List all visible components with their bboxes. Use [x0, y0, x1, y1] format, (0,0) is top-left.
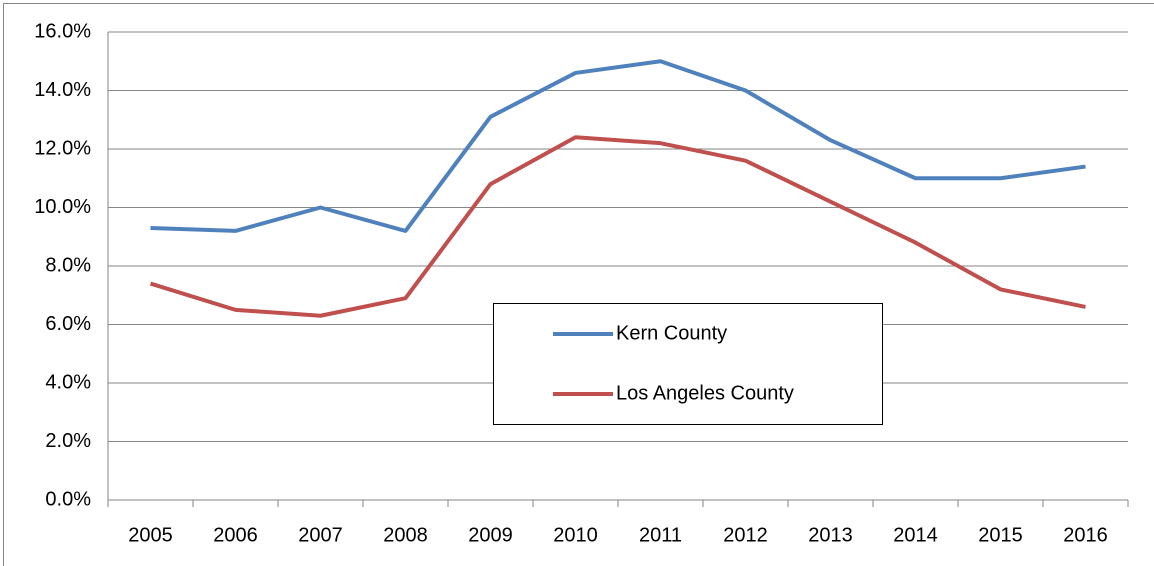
- series-line: [149, 135, 1086, 318]
- y-tick-label: 6.0%: [45, 313, 91, 335]
- x-tick-label: 2010: [553, 524, 598, 546]
- x-tick-label: 2012: [723, 524, 768, 546]
- legend-label: Los Angeles County: [616, 382, 794, 404]
- chart-frame: [3, 3, 1154, 566]
- x-tick-label: 2008: [383, 524, 428, 546]
- y-tick-label: 2.0%: [45, 430, 91, 452]
- x-tick-label: 2009: [468, 524, 513, 546]
- legend-box: [493, 303, 883, 425]
- series-line: [150, 59, 1086, 233]
- x-tick-label: 2007: [298, 524, 343, 546]
- y-tick-label: 12.0%: [34, 137, 91, 159]
- y-tick-label: 16.0%: [34, 20, 91, 42]
- x-tick-label: 2006: [213, 524, 258, 546]
- y-tick-label: 10.0%: [34, 196, 91, 218]
- x-tick-label: 2011: [639, 524, 682, 546]
- x-tick-label: 2016: [1063, 524, 1108, 546]
- x-tick-label: 2014: [893, 524, 938, 546]
- x-tick-label: 2005: [128, 524, 173, 546]
- y-tick-label: 0.0%: [45, 488, 91, 510]
- legend-label: Kern County: [616, 322, 727, 344]
- x-tick-label: 2015: [978, 524, 1023, 546]
- y-tick-label: 4.0%: [45, 371, 91, 393]
- y-tick-label: 8.0%: [45, 254, 91, 276]
- x-tick-label: 2013: [808, 524, 853, 546]
- y-tick-label: 14.0%: [34, 79, 91, 101]
